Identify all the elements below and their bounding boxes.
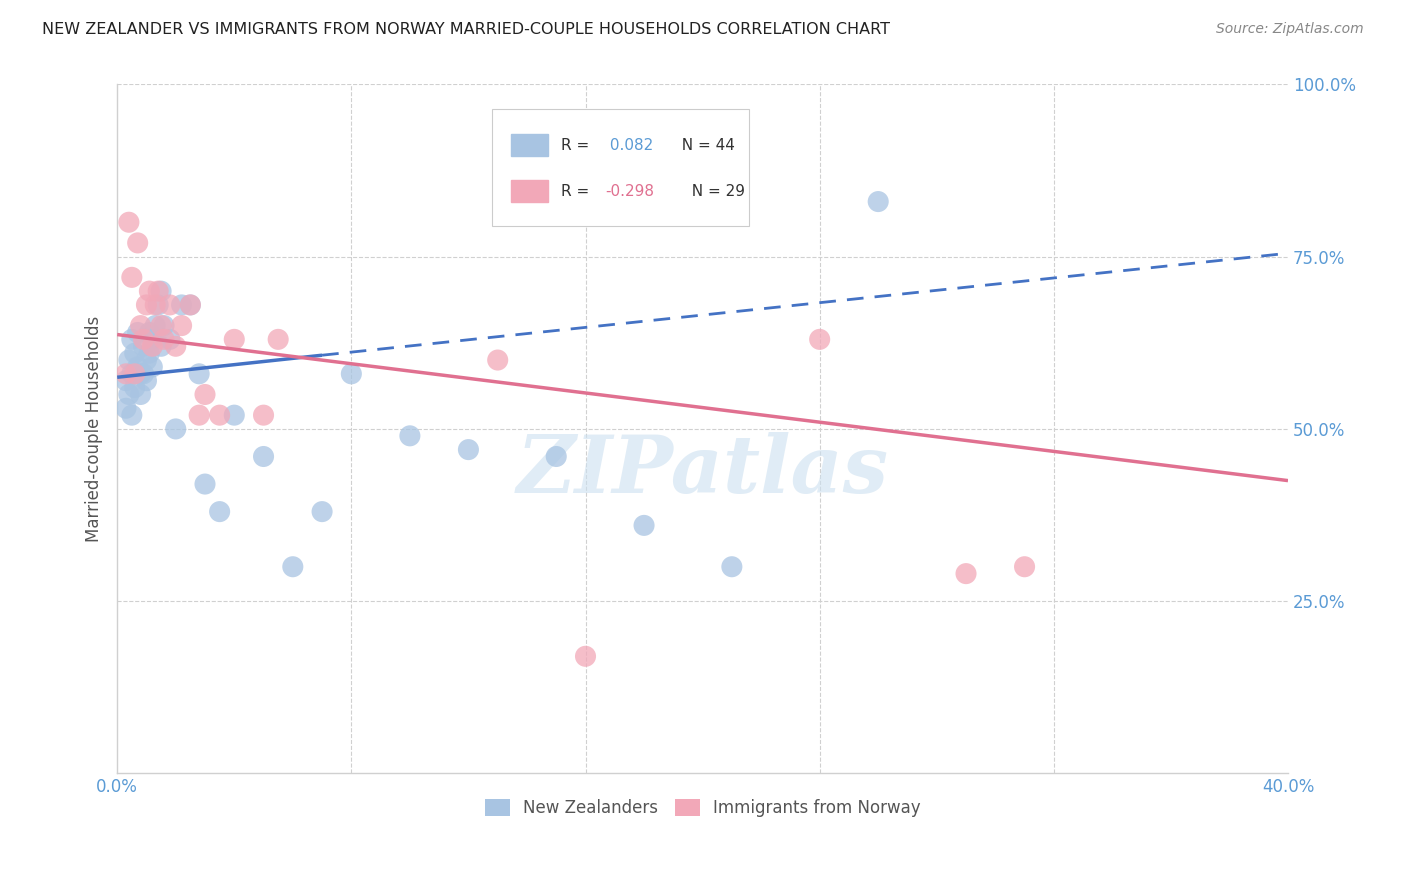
Point	[124, 346, 146, 360]
Point	[138, 326, 160, 340]
FancyBboxPatch shape	[510, 180, 548, 202]
Point	[143, 298, 166, 312]
Point	[208, 505, 231, 519]
Point	[281, 559, 304, 574]
Point	[252, 408, 274, 422]
Text: 0.082: 0.082	[606, 137, 654, 153]
Text: NEW ZEALANDER VS IMMIGRANTS FROM NORWAY MARRIED-COUPLE HOUSEHOLDS CORRELATION CH: NEW ZEALANDER VS IMMIGRANTS FROM NORWAY …	[42, 22, 890, 37]
FancyBboxPatch shape	[510, 134, 548, 156]
Point	[127, 359, 149, 374]
Point	[141, 339, 163, 353]
Text: R =: R =	[561, 184, 595, 199]
Point	[132, 332, 155, 346]
Point	[194, 477, 217, 491]
Point	[141, 332, 163, 346]
Text: N = 29: N = 29	[682, 184, 745, 199]
Point	[721, 559, 744, 574]
Point	[127, 326, 149, 340]
Point	[127, 235, 149, 250]
Point	[118, 215, 141, 229]
Point	[121, 367, 143, 381]
Text: -0.298: -0.298	[606, 184, 654, 199]
Point	[165, 422, 187, 436]
Point	[138, 346, 160, 360]
Point	[486, 353, 509, 368]
Point	[129, 367, 152, 381]
Point	[124, 381, 146, 395]
Point	[170, 298, 193, 312]
Point	[132, 367, 155, 381]
Point	[115, 401, 138, 416]
Point	[194, 387, 217, 401]
Point	[146, 284, 169, 298]
Point	[224, 332, 246, 346]
Point	[159, 332, 181, 346]
Point	[124, 367, 146, 381]
Point	[633, 518, 655, 533]
Point	[311, 505, 333, 519]
Text: R =: R =	[561, 137, 595, 153]
Point	[159, 298, 181, 312]
Point	[399, 429, 422, 443]
Point	[132, 339, 155, 353]
Point	[118, 387, 141, 401]
Point	[955, 566, 977, 581]
Point	[457, 442, 479, 457]
Point	[115, 374, 138, 388]
Point	[224, 408, 246, 422]
Point	[340, 367, 363, 381]
Point	[868, 194, 890, 209]
Point	[115, 367, 138, 381]
Point	[129, 387, 152, 401]
Text: ZIPatlas: ZIPatlas	[516, 432, 889, 509]
Point	[135, 374, 157, 388]
Point	[135, 353, 157, 368]
Legend: New Zealanders, Immigrants from Norway: New Zealanders, Immigrants from Norway	[478, 792, 927, 823]
Point	[129, 318, 152, 333]
Point	[574, 649, 596, 664]
Y-axis label: Married-couple Households: Married-couple Households	[86, 316, 103, 542]
Point	[121, 408, 143, 422]
Point	[150, 318, 173, 333]
Point	[179, 298, 201, 312]
Point	[1014, 559, 1036, 574]
Point	[170, 318, 193, 333]
Point	[188, 367, 211, 381]
Point	[138, 284, 160, 298]
Text: N = 44: N = 44	[672, 137, 735, 153]
Point	[121, 332, 143, 346]
Point	[153, 332, 176, 346]
Point	[121, 270, 143, 285]
Text: Source: ZipAtlas.com: Source: ZipAtlas.com	[1216, 22, 1364, 37]
Point	[546, 450, 568, 464]
FancyBboxPatch shape	[492, 109, 749, 226]
Point	[165, 339, 187, 353]
Point	[118, 353, 141, 368]
Point	[150, 284, 173, 298]
Point	[179, 298, 201, 312]
Point	[808, 332, 831, 346]
Point	[141, 359, 163, 374]
Point	[252, 450, 274, 464]
Point	[143, 318, 166, 333]
Point	[135, 298, 157, 312]
Point	[208, 408, 231, 422]
Point	[146, 298, 169, 312]
Point	[153, 318, 176, 333]
Point	[188, 408, 211, 422]
Point	[267, 332, 290, 346]
Point	[150, 339, 173, 353]
